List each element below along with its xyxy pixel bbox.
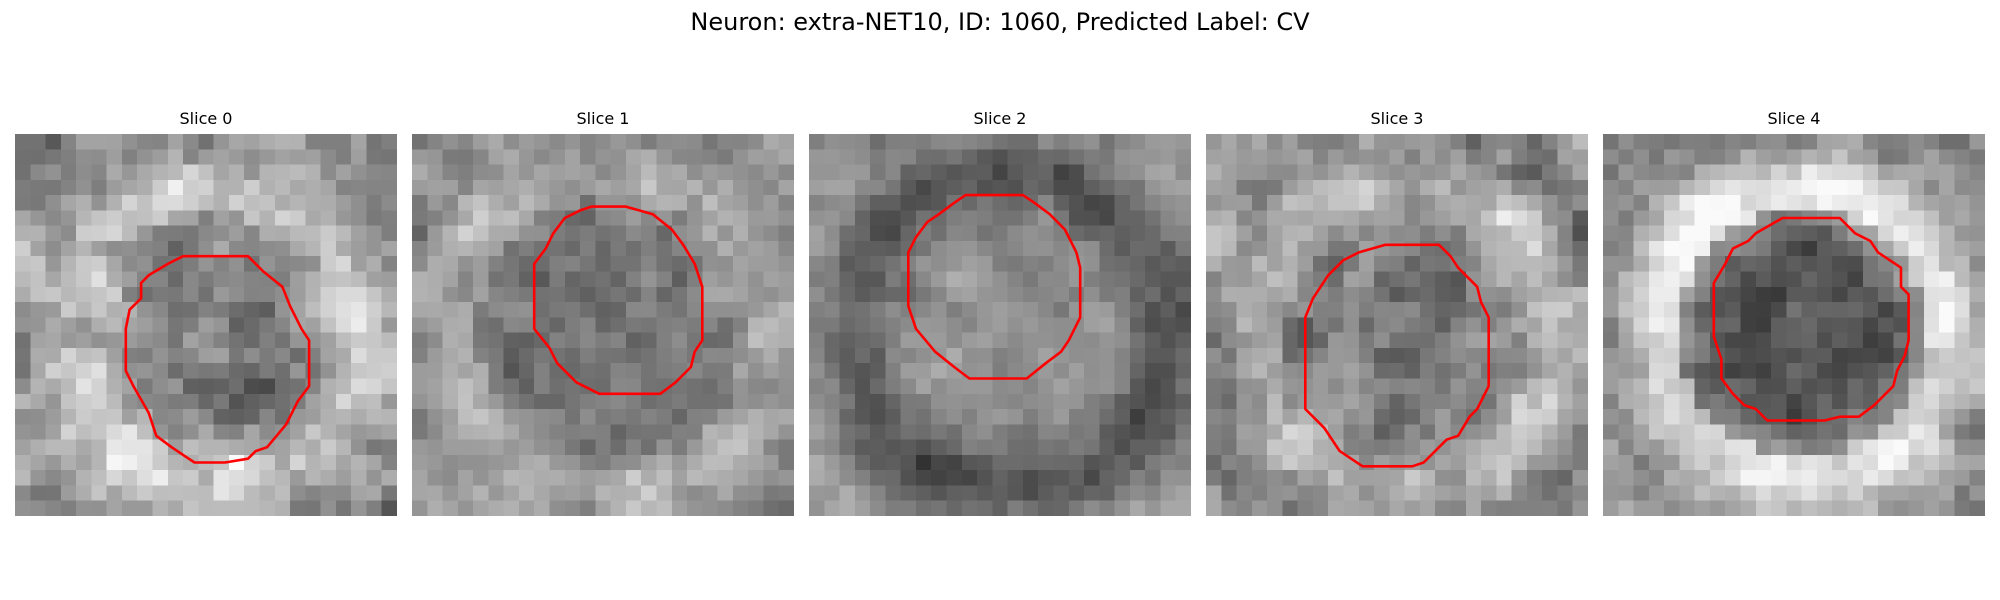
figure-title: Neuron: extra-NET10, ID: 1060, Predicted…: [690, 8, 1310, 36]
pixel-grid: [1603, 134, 1985, 516]
roi-contour: [1712, 216, 1910, 422]
pixel-grid: [1206, 134, 1588, 516]
slice-title: Slice 2: [973, 109, 1027, 128]
slice-image: [15, 134, 397, 516]
slice-title: Slice 4: [1767, 109, 1821, 128]
slice-title: Slice 3: [1370, 109, 1424, 128]
roi-contour: [124, 254, 311, 464]
pixel-grid: [809, 134, 1191, 516]
pixel-grid: [15, 134, 397, 516]
pixel-grid: [412, 134, 794, 516]
slice-title: Slice 0: [179, 109, 233, 128]
slice-image: [809, 134, 1191, 516]
roi-contour: [532, 205, 704, 396]
slice-image: [1603, 134, 1985, 516]
slice-image: [412, 134, 794, 516]
slice-image: [1206, 134, 1588, 516]
roi-contour: [907, 193, 1082, 380]
slice-title: Slice 1: [576, 109, 630, 128]
roi-contour: [1304, 243, 1491, 468]
